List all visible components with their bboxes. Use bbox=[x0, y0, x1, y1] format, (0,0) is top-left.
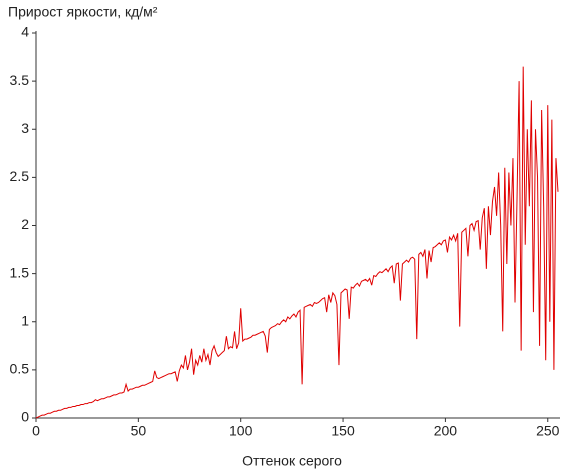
y-tick-label: 0 bbox=[21, 409, 29, 425]
x-tick-label: 50 bbox=[131, 423, 147, 439]
y-tick-label: 1 bbox=[21, 312, 29, 328]
y-tick-label: 3.5 bbox=[10, 72, 30, 88]
x-axis-label: Оттенок серого bbox=[242, 453, 342, 469]
x-tick-label: 0 bbox=[32, 423, 40, 439]
y-tick-label: 2.5 bbox=[10, 168, 30, 184]
data-line bbox=[35, 66, 559, 419]
y-tick-label: 4 bbox=[21, 24, 29, 40]
y-tick-label: 3 bbox=[21, 120, 29, 136]
x-tick-label: 250 bbox=[536, 423, 560, 439]
y-tick-label: 2 bbox=[21, 216, 29, 232]
x-tick-label: 150 bbox=[331, 423, 355, 439]
x-tick-label: 100 bbox=[229, 423, 253, 439]
x-tick-label: 200 bbox=[434, 423, 458, 439]
y-tick-label: 0.5 bbox=[10, 361, 30, 377]
y-tick-label: 1.5 bbox=[10, 264, 30, 280]
chart-title: Прирост яркости, кд/м² bbox=[8, 4, 158, 20]
